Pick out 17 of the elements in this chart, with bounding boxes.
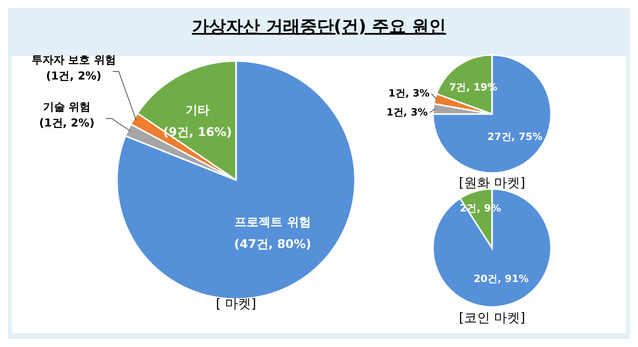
- chart-title: 가상자산 거래중단(건) 주요 원인: [192, 17, 446, 37]
- data-label: 20건, 91%: [474, 274, 529, 285]
- data-label: 1건, 3%: [386, 107, 428, 118]
- data-label: (1건, 2%): [46, 69, 102, 82]
- slice-label: 기술 위험: [42, 100, 91, 114]
- slice-label: 투자자 보호 위험: [31, 53, 116, 66]
- data-label: 27건, 75%: [487, 132, 543, 143]
- slice-label: 프로젝트 위험: [234, 215, 311, 230]
- text: [ 마켓]: [216, 297, 256, 312]
- slice-label: 기타: [186, 103, 210, 118]
- data-label: (1건, 2%): [39, 116, 94, 130]
- text: [원화 마켓]: [458, 176, 526, 191]
- pie-slice: [116, 60, 356, 300]
- data-label: (47건, 80%): [234, 237, 312, 252]
- data-label: 1건, 3%: [388, 88, 430, 100]
- pie-slice: [432, 188, 552, 308]
- text: [코인 마켓]: [458, 311, 526, 326]
